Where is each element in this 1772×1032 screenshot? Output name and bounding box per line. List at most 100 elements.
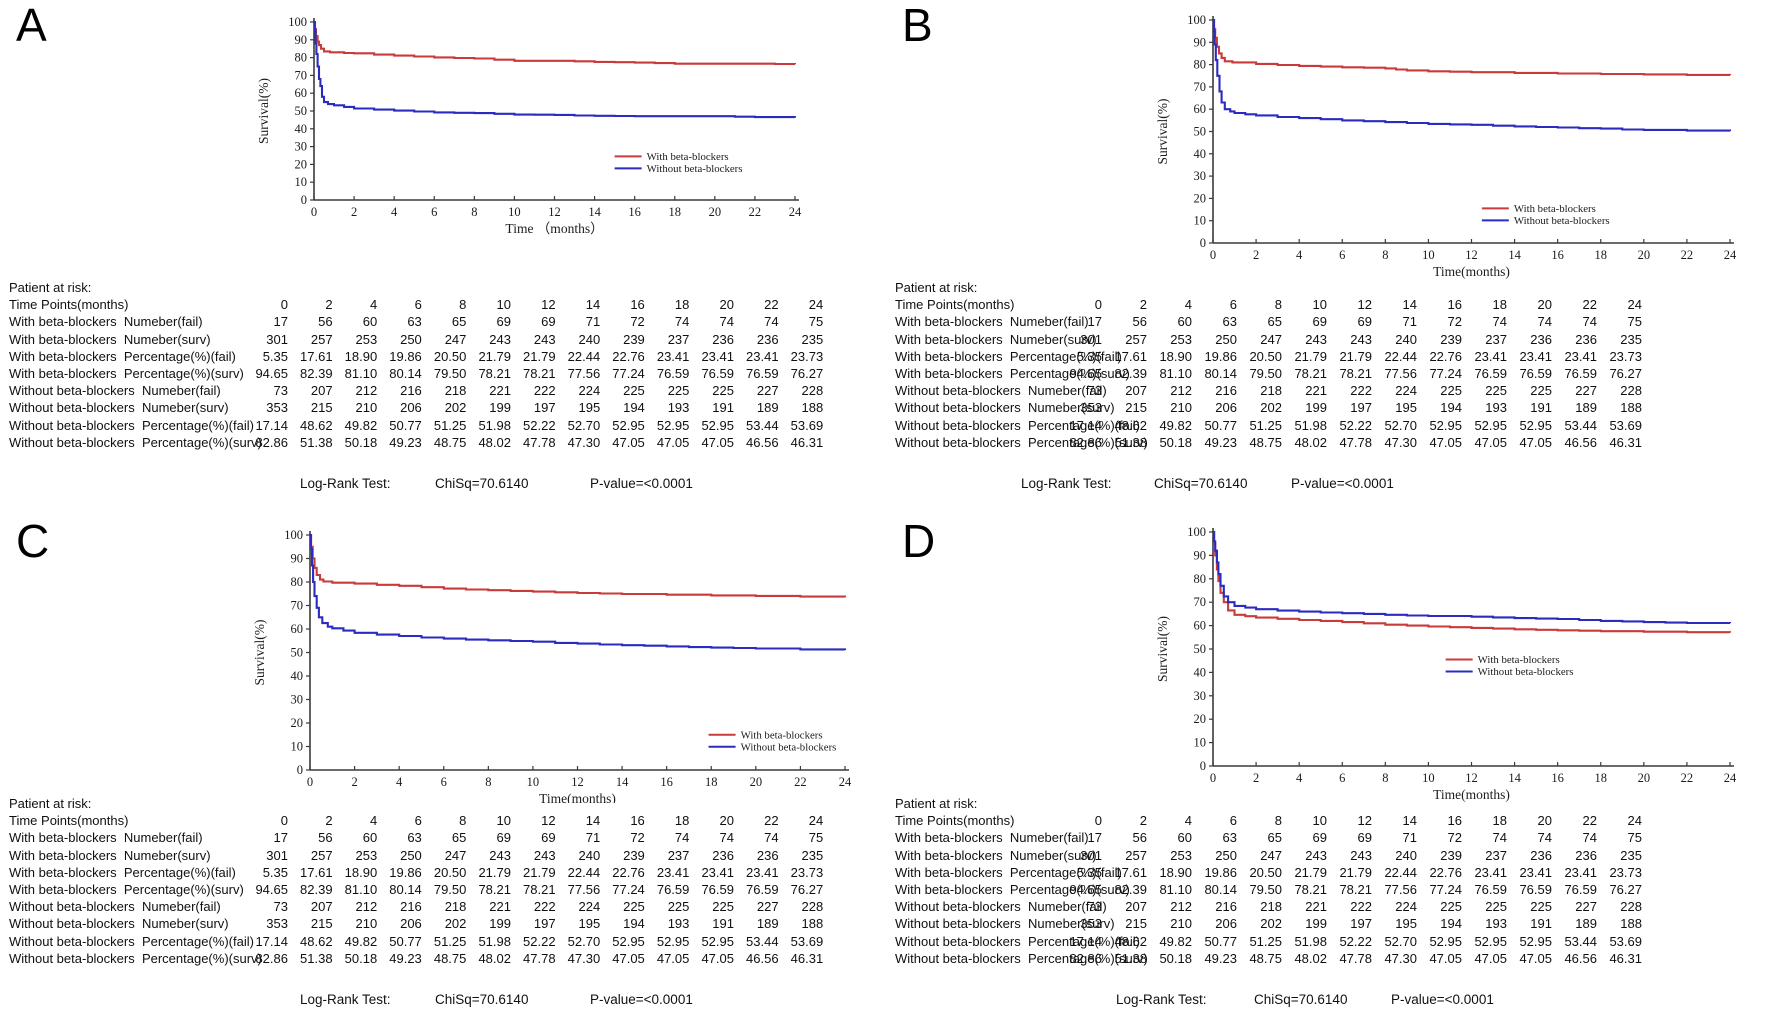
y-tick-label: 20 [1194,191,1207,205]
table-cell: 202 [444,916,467,932]
y-tick-label: 60 [1194,619,1207,633]
table-cell: 63 [1222,830,1237,846]
table-cell: 243 [489,847,511,863]
x-tick-label: 18 [669,205,682,219]
table-cell: 18.90 [344,348,378,364]
risk-row-label: Without beta-blockers Percentage(%)(surv… [895,950,1148,966]
table-cell: 23.41 [1564,348,1597,364]
table-row: With beta-blockers Percentage(%)(fail) 5.… [886,349,1772,366]
table-cell: 21.79 [1294,864,1327,880]
table-cell: 48.62 [1114,933,1147,949]
table-cell: 77.56 [567,366,601,381]
y-tick-label: 90 [1194,548,1207,562]
table-cell: 235 [801,331,824,347]
table-cell: 253 [1170,331,1192,347]
table-cell: 18.90 [344,864,378,880]
legend-label: Without beta-blockers [741,741,837,753]
table-cell: 193 [667,400,690,416]
table-cell: 78.21 [523,366,556,381]
table-cell: 236 [1575,331,1597,347]
table-cell: 78.21 [1294,366,1327,381]
table-cell: 46.56 [1564,434,1597,450]
table-cell: 76.59 [1519,882,1552,897]
x-tick-label: 14 [1508,771,1521,785]
table-cell: 49.82 [1159,417,1192,433]
y-tick-label: 30 [291,693,304,707]
table-cell: 243 [489,331,511,347]
y-tick-label: 80 [1194,58,1207,72]
table-cell: 210 [1170,916,1192,932]
table-cell: 63 [1222,314,1237,330]
table-cell: 6 [1229,813,1237,829]
table-cell: 212 [355,899,378,915]
table-cell: 82.86 [255,950,288,966]
table-cell: 6 [1229,297,1237,313]
table-cell: 50.77 [389,933,422,949]
panel-letter-d: D [902,515,936,567]
table-cell: 17.61 [1114,864,1147,880]
table-cell: 73 [273,899,288,915]
y-tick-label: 20 [295,157,308,171]
x-tick-label: 6 [1339,248,1345,262]
table-cell: 82.86 [1069,950,1102,966]
table-row: Patient at risk: [886,796,1772,813]
table-cell: 189 [756,916,779,932]
table-cell: 69 [496,314,511,330]
panel-letter-a: A [16,0,47,51]
x-tick-label: 20 [709,205,722,219]
table-cell: 46.31 [1609,434,1642,450]
y-tick-label: 40 [291,669,304,683]
panel-d: D 0 10 20 30 40 50 60 70 80 90 100 0 2 4 6 8 10 12 14 16 18 20… [886,516,1772,1032]
table-cell: 47.05 [656,434,690,450]
table-cell: 10 [496,297,511,313]
table-cell: 17 [273,314,288,330]
x-tick-label: 20 [750,775,763,789]
y-tick-label: 0 [297,763,303,777]
table-cell: 50.77 [1204,417,1237,433]
table-cell: 237 [667,331,690,347]
table-cell: 193 [667,916,690,932]
legend-label: Without beta-blockers [647,163,743,175]
time-points-row-label: Time Points(months) [895,813,1015,829]
table-cell: 76.59 [746,882,779,897]
table-cell: 23.41 [746,864,779,880]
table-cell: 47.05 [612,434,645,450]
x-tick-label: 10 [1422,248,1435,262]
table-cell: 75 [808,314,824,330]
time-points-row-label: Time Points(months) [9,297,129,313]
table-row: Without beta-blockers Numeber(fail) 73 207… [886,899,1772,916]
table-cell: 52.95 [701,417,734,433]
y-tick-label: 40 [1194,665,1207,679]
table-cell: 0 [1094,813,1102,829]
y-tick-label: 50 [1194,125,1207,139]
risk-row-label: With beta-blockers Numeber(fail) [9,830,203,846]
table-cell: 82.39 [300,882,333,897]
y-tick-label: 80 [295,51,308,65]
table-cell: 4 [369,813,378,829]
table-cell: 17.61 [300,348,333,364]
x-tick-label: 16 [1551,248,1564,262]
table-cell: 71 [585,314,601,330]
table-cell: 247 [1260,331,1282,347]
table-cell: 72 [1447,830,1462,846]
table-cell: 82.39 [300,366,333,381]
table-cell: 18 [674,297,690,313]
table-cell: 250 [400,847,422,863]
x-tick-label: 4 [1296,771,1303,785]
table-cell: 72 [630,830,645,846]
table-cell: 69 [541,830,556,846]
table-cell: 189 [1575,916,1597,932]
table-cell: 197 [1350,400,1372,416]
y-tick-label: 100 [284,528,303,542]
table-row: Without beta-blockers Numeber(surv) 353 21… [0,400,886,417]
risk-row-label: With beta-blockers Percentage(%)(fail) [895,864,1122,880]
table-cell: 23.41 [1474,864,1507,880]
y-tick-label: 100 [1187,13,1206,27]
x-tick-label: 8 [1382,248,1388,262]
time-points-row-label: Time Points(months) [895,297,1015,313]
table-cell: 22.44 [567,348,601,364]
table-cell: 75 [1627,314,1642,330]
table-cell: 94.65 [255,366,288,381]
table-cell: 52.95 [1474,417,1507,433]
table-cell: 8 [1274,813,1282,829]
